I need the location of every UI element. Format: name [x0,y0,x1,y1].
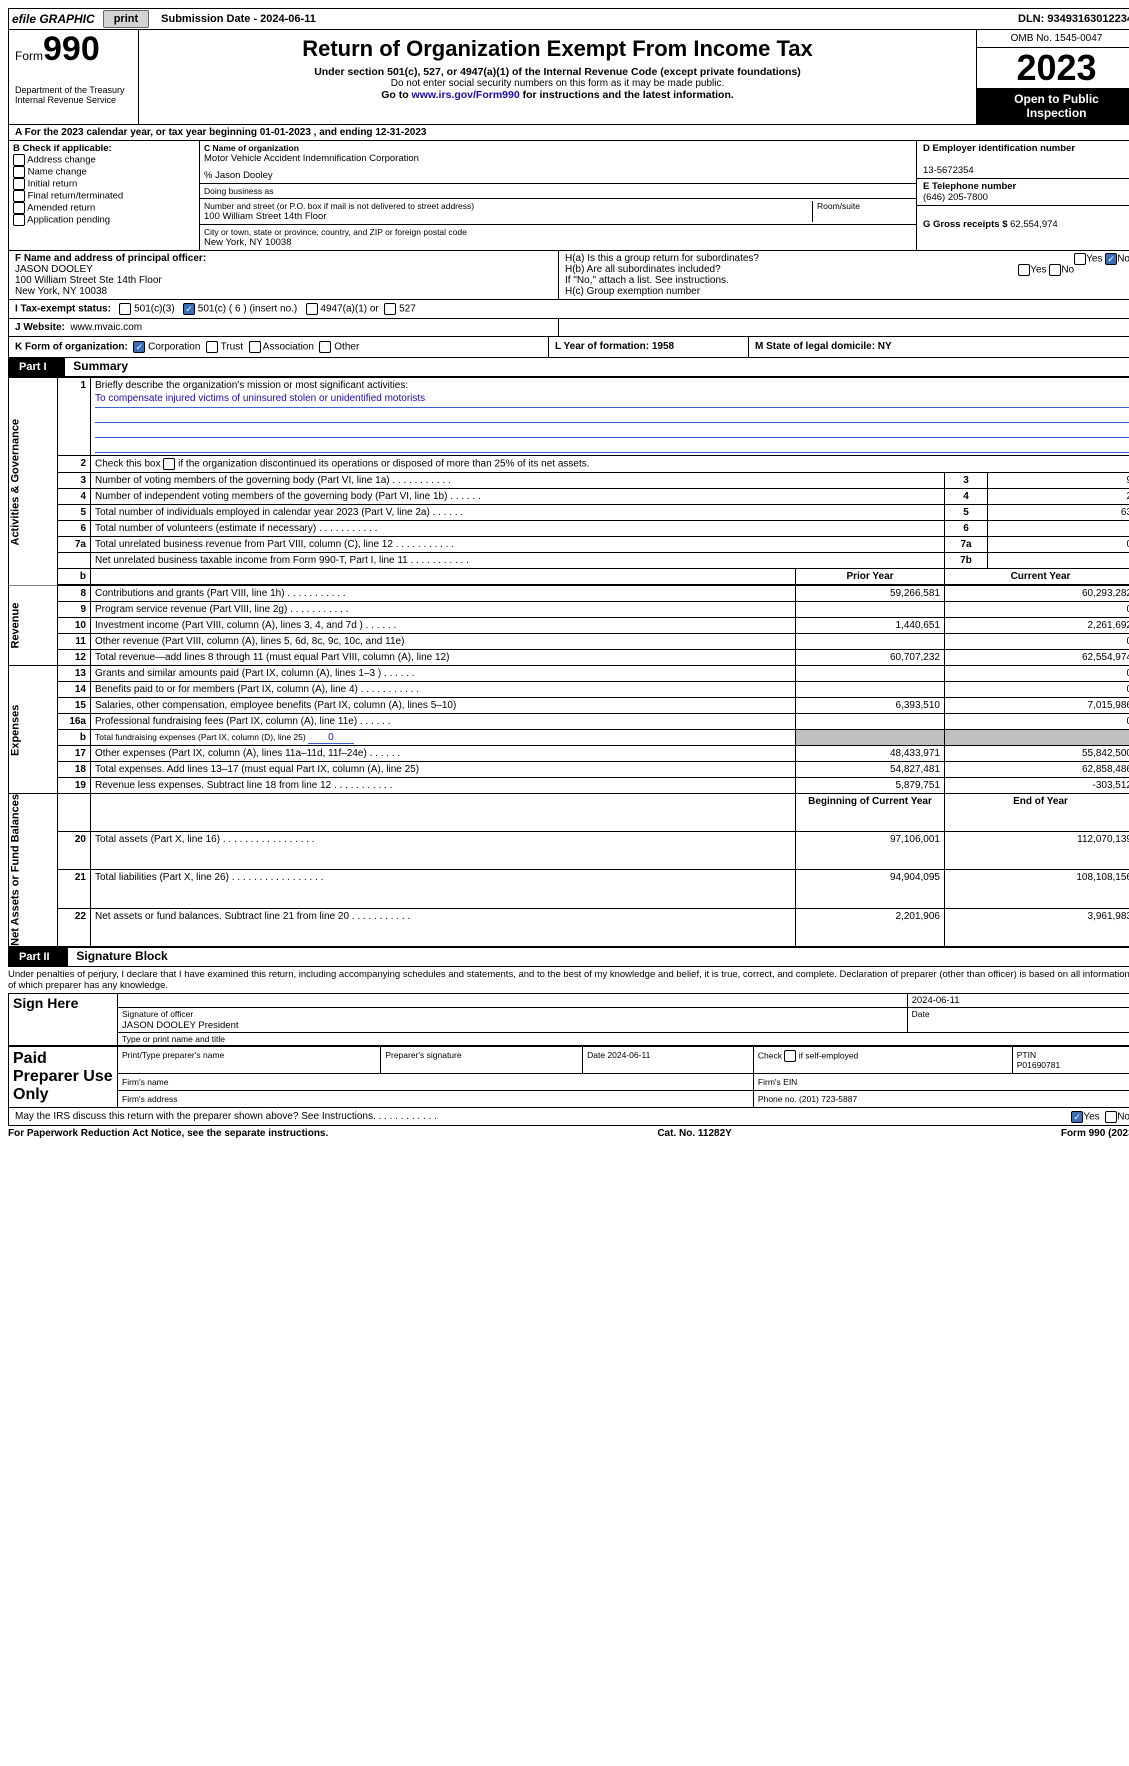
street-address: 100 William Street 14th Floor [204,211,812,222]
dba-label: Doing business as [204,186,912,196]
efile-label: efile GRAPHIC [12,12,95,26]
klm-row: K Form of organization: Corporation Trus… [8,337,1129,358]
check-assoc[interactable] [249,341,261,353]
summary-table: Activities & Governance 1 Briefly descri… [8,377,1129,947]
part-i-bar: Part I Summary [8,358,1129,377]
officer-signature: JASON DOOLEY President [122,1020,239,1031]
discuss-yes[interactable] [1071,1111,1083,1123]
tax-exempt-row: I Tax-exempt status: 501(c)(3) 501(c) ( … [8,300,1129,319]
website-row: J Website: www.mvaic.com [8,319,1129,337]
check-discontinued[interactable] [163,458,175,470]
gross-receipts: 62,554,974 [1010,219,1058,230]
vlabel-expenses: Expenses [9,666,58,794]
hb-no[interactable] [1049,264,1061,276]
vlabel-governance: Activities & Governance [9,378,58,586]
omb-number: OMB No. 1545-0047 [977,30,1129,48]
ptin-value: P01690781 [1017,1060,1061,1070]
h-c: H(c) Group exemption number [565,286,1129,297]
h-b: H(b) Are all subordinates included? Yes … [565,264,1129,275]
paid-preparer-table: Paid Preparer Use Only Print/Type prepar… [8,1046,1129,1108]
penalty-text: Under penalties of perjury, I declare th… [8,967,1129,993]
h-a: H(a) Is this a group return for subordin… [565,253,1129,264]
col-d: D Employer identification number 13-5672… [916,141,1129,251]
check-trust[interactable] [206,341,218,353]
sign-here-table: Sign Here 2024-06-11 Signature of office… [8,993,1129,1046]
ha-no[interactable] [1105,253,1117,265]
hb-yes[interactable] [1018,264,1030,276]
check-name-change[interactable]: Name change [13,166,195,178]
check-4947[interactable] [306,303,318,315]
year-formation: L Year of formation: 1958 [555,341,674,352]
form-number: Form990 [15,34,132,65]
col-c: C Name of organization Motor Vehicle Acc… [199,141,916,251]
bcdg-grid: B Check if applicable: Address change Na… [8,141,1129,251]
print-button[interactable]: print [103,10,149,28]
check-app-pending[interactable]: Application pending [13,214,195,226]
legal-domicile: M State of legal domicile: NY [755,341,892,352]
form-header: Form990 Department of the Treasury Inter… [8,30,1129,125]
check-initial-return[interactable]: Initial return [13,178,195,190]
check-501c[interactable] [183,303,195,315]
form-subtitle: Under section 501(c), 527, or 4947(a)(1)… [143,66,972,78]
col-b: B Check if applicable: Address change Na… [9,141,199,251]
city-state-zip: New York, NY 10038 [204,237,912,248]
website-value: www.mvaic.com [70,322,142,333]
line-a: A For the 2023 calendar year, or tax yea… [8,125,1129,141]
form-title: Return of Organization Exempt From Incom… [143,36,972,62]
top-bar: efile GRAPHIC print Submission Date - 20… [8,8,1129,30]
check-501c3[interactable] [119,303,131,315]
goto-line: Go to www.irs.gov/Form990 for instructio… [143,89,972,101]
check-corp[interactable] [133,341,145,353]
care-of: % Jason Dooley [204,170,912,181]
paid-preparer-label: Paid Preparer Use Only [9,1046,118,1107]
ein-value: 13-5672354 [923,165,974,176]
room-suite: Room/suite [812,201,912,222]
ssn-note: Do not enter social security numbers on … [143,78,972,89]
preparer-phone: Phone no. (201) 723-5887 [753,1090,1129,1107]
check-other[interactable] [319,341,331,353]
vlabel-netassets: Net Assets or Fund Balances [9,794,58,947]
page-footer: For Paperwork Reduction Act Notice, see … [8,1128,1129,1139]
check-address-change[interactable]: Address change [13,154,195,166]
discuss-no[interactable] [1105,1111,1117,1123]
check-527[interactable] [384,303,396,315]
check-amended[interactable]: Amended return [13,202,195,214]
dln-label: DLN: 93493163012234 [1018,13,1129,25]
part-ii-bar: Part II Signature Block [8,947,1129,967]
sign-date: 2024-06-11 [907,993,1129,1007]
submission-date: Submission Date - 2024-06-11 [161,13,316,25]
discuss-row: May the IRS discuss this return with the… [8,1108,1129,1126]
check-final-return[interactable]: Final return/terminated [13,190,195,202]
vlabel-revenue: Revenue [9,585,58,666]
fh-grid: F Name and address of principal officer:… [8,251,1129,300]
phone-value: (646) 205-7800 [923,192,988,203]
officer-name: JASON DOOLEY [15,264,93,275]
ha-yes[interactable] [1074,253,1086,265]
open-public: Open to Public Inspection [977,88,1129,124]
tax-year: 2023 [977,48,1129,88]
dept-label: Department of the Treasury Internal Reve… [15,85,132,105]
org-name: Motor Vehicle Accident Indemnification C… [204,153,912,164]
irs-link[interactable]: www.irs.gov/Form990 [412,89,520,101]
sign-here-label: Sign Here [9,993,118,1045]
mission-text: To compensate injured victims of uninsur… [95,393,1129,408]
check-self-employed[interactable] [784,1050,796,1062]
